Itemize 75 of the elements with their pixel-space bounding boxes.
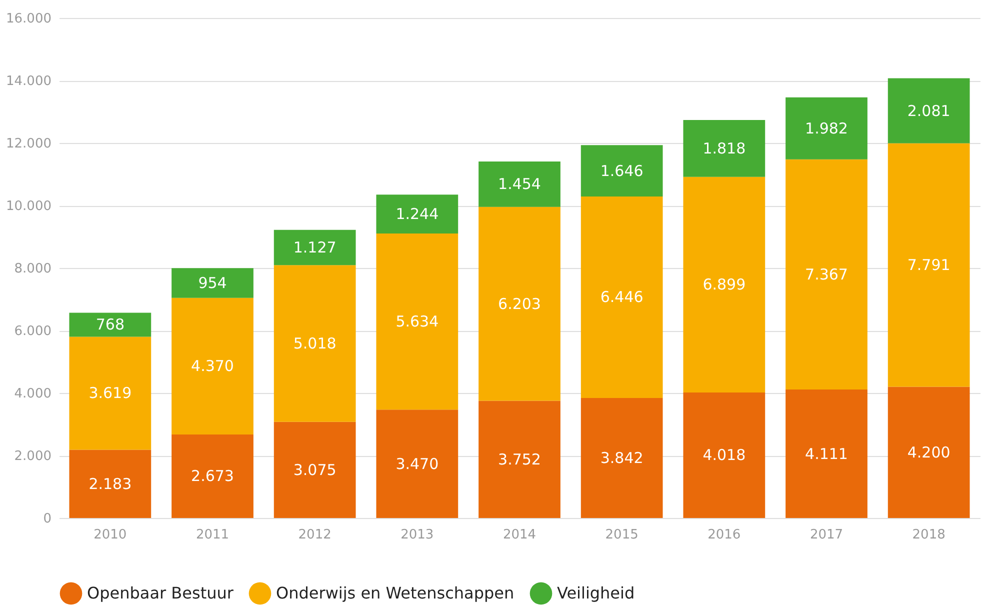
- bar: [274, 422, 356, 518]
- bar: [172, 298, 254, 434]
- data-label: 768: [96, 316, 124, 334]
- bar: [376, 234, 458, 410]
- data-label: 3.470: [396, 454, 439, 473]
- data-label: 6.203: [498, 294, 541, 313]
- bar: [580, 398, 663, 518]
- data-label: 2.081: [907, 102, 950, 120]
- bar: [376, 410, 458, 518]
- x-tick-label: 2014: [502, 528, 536, 542]
- x-tick-label: 2015: [605, 528, 638, 542]
- data-label: 7.791: [907, 256, 950, 274]
- bar: [786, 97, 868, 160]
- data-label: 2.673: [191, 467, 234, 486]
- data-label: 1.982: [805, 119, 848, 138]
- data-label: 4.370: [191, 357, 234, 376]
- bar: [683, 176, 766, 392]
- y-tick-label: 8.000: [14, 262, 52, 276]
- data-label: 1.127: [293, 238, 336, 256]
- x-tick-label: 2011: [196, 528, 230, 542]
- bar: [888, 78, 970, 144]
- y-tick-label: 16.000: [6, 12, 52, 26]
- data-label: 954: [198, 274, 227, 292]
- data-label: 1.454: [498, 175, 541, 194]
- data-label: 1.818: [702, 139, 746, 158]
- data-label: 6.899: [702, 276, 746, 294]
- bar: [786, 159, 868, 390]
- data-label: 4.111: [805, 444, 848, 463]
- y-tick-label: 4.000: [14, 386, 52, 402]
- legend-label: Openbaar Bestuur: [87, 583, 234, 602]
- bar: [274, 230, 356, 266]
- bar: [69, 336, 152, 450]
- data-label: 3.842: [600, 448, 644, 467]
- data-label: 5.634: [396, 312, 439, 331]
- data-label: 2.183: [88, 474, 132, 493]
- data-label: 7.367: [805, 265, 848, 284]
- bar: [69, 312, 152, 337]
- x-tick-label: 2016: [708, 528, 741, 542]
- bar: [478, 400, 560, 518]
- y-tick-label: 12.000: [6, 136, 52, 152]
- legend-label: Onderwijs en Wetenschappen: [276, 583, 514, 602]
- legend-label: Veiligheid: [557, 583, 635, 602]
- y-tick-label: 0: [43, 512, 52, 526]
- x-tick-label: 2017: [810, 528, 844, 542]
- x-tick-label: 2012: [298, 528, 332, 542]
- y-tick-label: 10.000: [6, 199, 52, 214]
- bar: [580, 196, 663, 398]
- bar: [478, 161, 560, 207]
- bar: [69, 450, 152, 518]
- bar: [683, 392, 766, 518]
- x-tick-label: 2018: [912, 528, 946, 542]
- bar: [478, 206, 560, 401]
- bar: [683, 120, 766, 177]
- bar: [888, 386, 970, 518]
- y-tick-label: 6.000: [14, 324, 52, 339]
- data-label: 5.018: [293, 334, 336, 352]
- data-label: 4.018: [702, 446, 746, 464]
- data-label: 3.619: [88, 384, 132, 402]
- bar: [172, 268, 254, 298]
- data-label: 1.646: [600, 162, 644, 180]
- bar: [786, 390, 868, 518]
- y-tick-label: 14.000: [6, 74, 52, 89]
- bar: [888, 143, 970, 387]
- bar: [580, 145, 663, 196]
- bar: [274, 265, 356, 422]
- data-label: 3.075: [293, 460, 336, 479]
- data-label: 1.244: [396, 205, 439, 224]
- data-label: 3.752: [498, 450, 541, 468]
- x-tick-label: 2010: [94, 528, 127, 542]
- bar: [376, 194, 458, 234]
- x-tick-label: 2013: [400, 528, 434, 542]
- data-label: 4.200: [907, 443, 950, 462]
- y-tick-label: 2.000: [14, 449, 52, 464]
- data-label: 6.446: [600, 288, 644, 306]
- bar: [172, 434, 254, 518]
